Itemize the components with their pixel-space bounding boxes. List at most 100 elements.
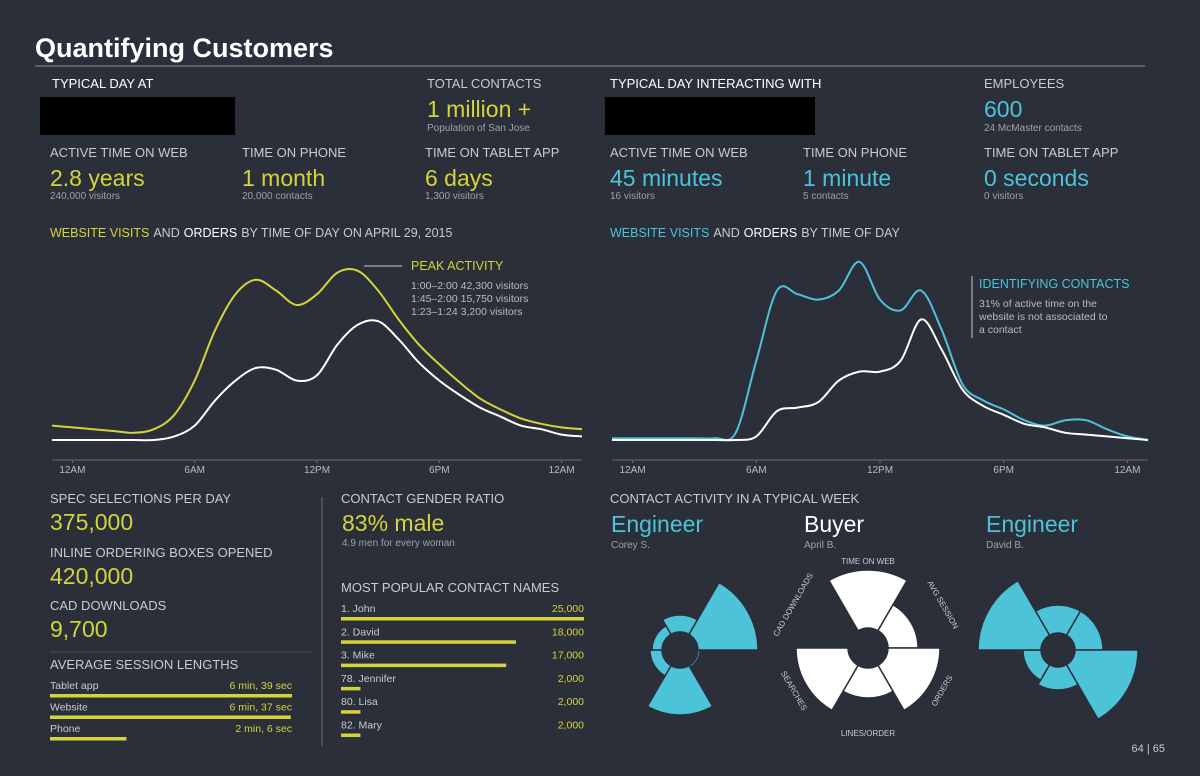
rose-wedge <box>977 579 1051 651</box>
stat-label: TIME ON TABLET APP <box>425 145 559 160</box>
section-title: AVERAGE SESSION LENGTHS <box>50 657 239 672</box>
rose-wedge <box>646 664 714 716</box>
title-part: WEBSITE VISITS <box>610 226 709 240</box>
row-name: 2. David <box>341 626 380 638</box>
stat-value: 83% male <box>342 510 444 536</box>
title-part: ORDERS <box>744 226 797 240</box>
redaction <box>40 97 235 135</box>
rose-wedge <box>841 664 895 699</box>
stat-note: 16 visitors <box>610 191 655 202</box>
section-title: CONTACT ACTIVITY IN A TYPICAL WEEK <box>610 491 860 506</box>
stat-label: TIME ON TABLET APP <box>984 145 1118 160</box>
rose-wedge <box>687 581 759 651</box>
annotation-line: 31% of active time on the <box>979 298 1097 310</box>
line-series <box>51 268 583 434</box>
row-value: 6 min, 37 sec <box>230 702 292 714</box>
page-number: 64 | 65 <box>1132 743 1165 755</box>
stat-label: TIME ON PHONE <box>242 145 346 160</box>
title-part: WEBSITE VISITS <box>50 226 149 240</box>
heading: TYPICAL DAY AT <box>52 76 153 91</box>
row-name: 3. Mike <box>341 650 375 662</box>
rose-wedge <box>827 569 909 632</box>
stat-note: 5 contacts <box>803 191 849 202</box>
row-name: 82. Mary <box>341 720 383 732</box>
row-value: 6 min, 39 sec <box>230 680 292 692</box>
page-title: Quantifying Customers <box>35 33 334 63</box>
bar <box>341 640 516 644</box>
row-name: 80. Lisa <box>341 696 378 708</box>
stat-value: 420,000 <box>50 563 133 589</box>
person-role: Engineer <box>611 511 703 537</box>
bar <box>341 617 584 621</box>
stat-value: 1 minute <box>803 165 891 191</box>
rose-wedge <box>1065 610 1104 651</box>
person-name: April B. <box>804 540 836 551</box>
stat-value: 1 million + <box>427 96 531 122</box>
row-value: 2,000 <box>558 696 584 708</box>
title-part: BY TIME OF DAY <box>801 226 900 240</box>
x-tick-label: 12AM <box>1114 465 1140 476</box>
stat-value: 0 seconds <box>984 165 1089 191</box>
row-name: Tablet app <box>50 680 99 692</box>
line-series <box>52 319 583 442</box>
stat-label: CONTACT GENDER RATIO <box>341 491 504 506</box>
rose-wedge <box>876 603 919 649</box>
bar <box>341 733 361 737</box>
chart-title: WEBSITE VISITS AND ORDERS BY TIME OF DAY ON… <box>50 226 452 240</box>
title-part: AND <box>713 226 739 240</box>
row-name: Website <box>50 702 88 714</box>
row-name: 78. Jennifer <box>341 673 396 685</box>
stat-label: INLINE ORDERING BOXES OPENED <box>50 545 273 560</box>
stat-note: Population of San Jose <box>427 123 530 134</box>
bar <box>50 715 291 719</box>
x-tick-label: 12AM <box>620 465 646 476</box>
row-value: 17,000 <box>552 650 584 662</box>
annotation-line: 1:00–2:00 42,300 visitors <box>411 280 528 292</box>
bar <box>50 694 292 698</box>
row-name: 1. John <box>341 603 376 615</box>
row-name: Phone <box>50 723 81 735</box>
annotation-title: PEAK ACTIVITY <box>411 259 504 273</box>
stat-note: 24 McMaster contacts <box>984 123 1082 134</box>
row-value: 2,000 <box>558 673 584 685</box>
stat-note: 0 visitors <box>984 191 1023 202</box>
section-title: MOST POPULAR CONTACT NAMES <box>341 580 559 595</box>
person-role: Engineer <box>986 511 1078 537</box>
bar <box>341 686 361 691</box>
title-part: BY TIME OF DAY ON APRIL 29, 2015 <box>241 226 452 240</box>
rose-wedge <box>651 624 673 651</box>
stat-label: ACTIVE TIME ON WEB <box>610 145 748 160</box>
stat-value: 9,700 <box>50 616 108 642</box>
stat-label: TOTAL CONTACTS <box>427 76 542 91</box>
person-name: Corey S. <box>611 540 650 551</box>
row-value: 2 min, 6 sec <box>235 723 292 735</box>
stat-note: 20,000 contacts <box>242 191 313 202</box>
x-tick-label: 12PM <box>304 465 330 476</box>
stat-value: 600 <box>984 96 1022 122</box>
line-series <box>612 260 1149 441</box>
rose-axis-label: TIME ON WEB <box>841 557 895 566</box>
person-role: Buyer <box>804 511 864 537</box>
stat-note: 4.9 men for every woman <box>342 538 455 549</box>
stat-note: 240,000 visitors <box>50 191 120 202</box>
x-tick-label: 6PM <box>993 465 1014 476</box>
x-tick-label: 6AM <box>184 465 205 476</box>
redaction <box>605 97 815 135</box>
stat-label: EMPLOYEES <box>984 76 1065 91</box>
rose-wedge <box>1034 604 1082 637</box>
stat-note: 1,300 visitors <box>425 191 484 202</box>
line-series <box>612 318 1149 442</box>
x-tick-label: 12AM <box>549 465 575 476</box>
x-tick-label: 6PM <box>429 465 450 476</box>
title-part: ORDERS <box>184 226 237 240</box>
rose-wedge <box>795 647 860 712</box>
stat-value: 2.8 years <box>50 165 145 191</box>
x-tick-label: 6AM <box>746 465 767 476</box>
rose-wedge <box>876 647 941 712</box>
stat-value: 1 month <box>242 165 325 191</box>
person-name: David B. <box>986 540 1024 551</box>
annotation-line: a contact <box>979 324 1022 336</box>
row-value: 2,000 <box>558 720 584 732</box>
stat-label: CAD DOWNLOADS <box>50 598 167 613</box>
annotation-line: 1:23–1:24 3,200 visitors <box>411 306 523 318</box>
